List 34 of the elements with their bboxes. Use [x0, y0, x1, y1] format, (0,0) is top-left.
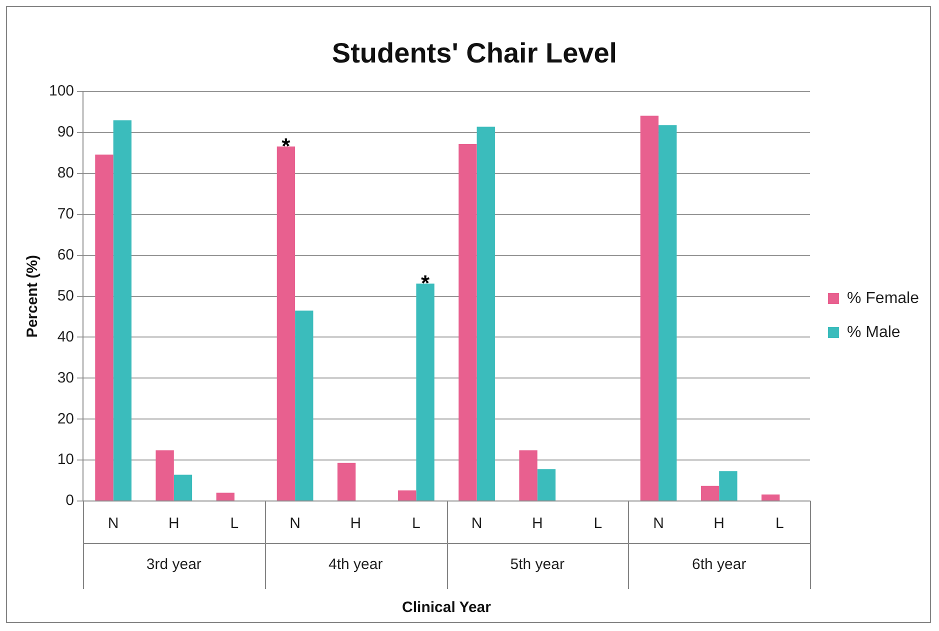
y-tick-label: 10 — [57, 451, 74, 468]
y-tick-label: 90 — [57, 124, 74, 141]
data-label: * — [282, 134, 291, 159]
x-tick-label: L — [412, 515, 420, 532]
x-tick-label: L — [230, 515, 239, 532]
y-tick-label: 40 — [57, 328, 74, 346]
y-tick-label: 80 — [57, 164, 74, 182]
x-tick-label: N — [653, 515, 664, 532]
y-tick-label: 50 — [57, 287, 74, 304]
data-label: * — [421, 270, 430, 296]
x-tick-label: N — [108, 515, 119, 532]
x-tick-label: H — [714, 515, 725, 532]
x-tick-label: L — [776, 515, 784, 532]
x-axis-title: Clinical Year — [402, 599, 492, 616]
y-tick-label: 20 — [57, 410, 74, 428]
y-tick-label: 100 — [48, 82, 74, 100]
legend-label: % Female — [846, 290, 920, 307]
x-tick-label: H — [350, 515, 362, 532]
x-tick-label: L — [594, 515, 602, 532]
y-tick-label: 70 — [57, 206, 74, 223]
x-tick-label: N — [290, 515, 300, 532]
chart-title: Students' Chair Level — [332, 38, 618, 69]
y-axis-title: Percent (%) — [24, 255, 42, 338]
y-tick-label: 30 — [57, 369, 74, 386]
x-tick-label: N — [471, 515, 482, 532]
text: 3rd year — [146, 556, 202, 574]
text: 4th year — [328, 556, 383, 574]
text: 6th year — [692, 556, 746, 574]
x-tick-label: H — [532, 515, 543, 532]
text: 5th year — [510, 556, 564, 574]
x-tick-label: H — [168, 515, 180, 532]
legend-label: % Male — [846, 324, 900, 341]
y-tick-label: 0 — [66, 492, 74, 510]
y-tick-label: 60 — [57, 246, 74, 264]
